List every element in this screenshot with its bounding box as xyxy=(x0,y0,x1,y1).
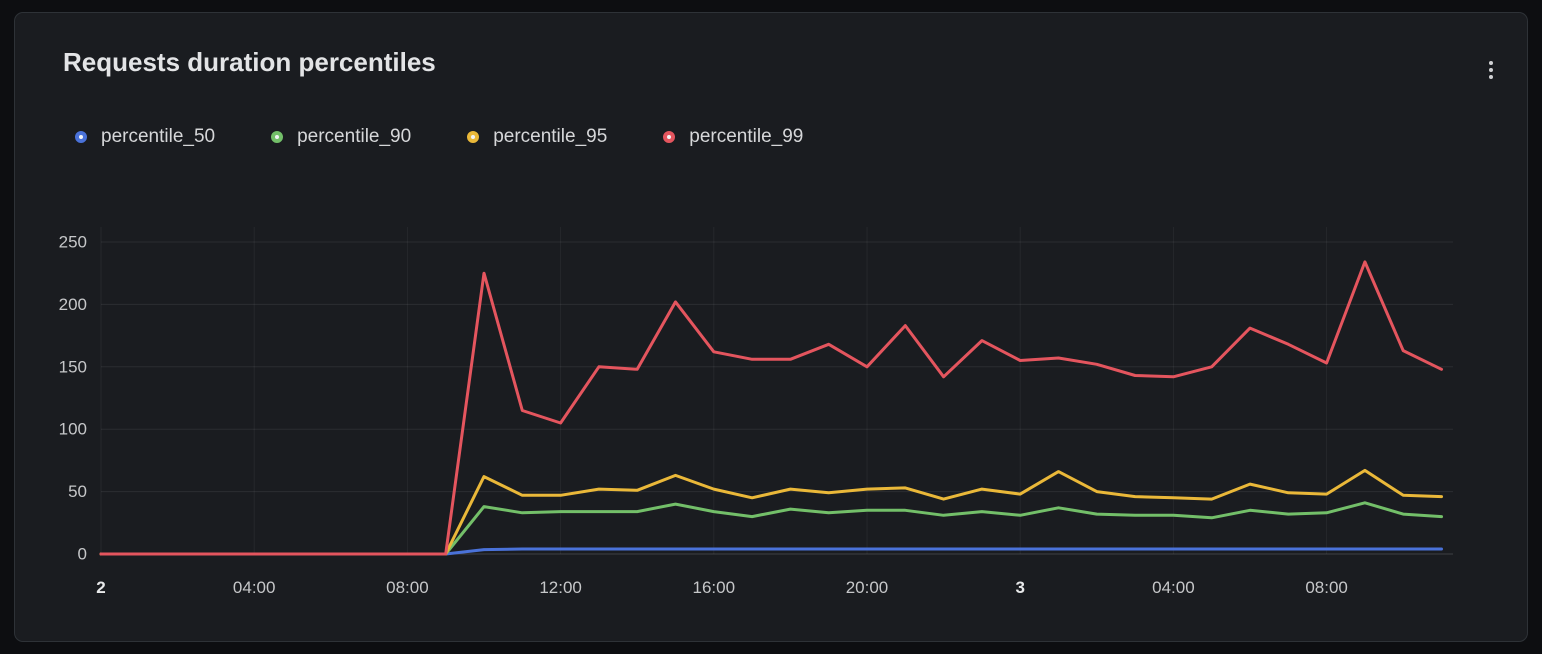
y-tick-label: 200 xyxy=(59,295,87,314)
legend-item-percentile_95[interactable]: percentile_95 xyxy=(467,126,607,148)
legend-marker-percentile_95 xyxy=(467,131,480,143)
panel-title[interactable]: Requests duration percentiles xyxy=(63,47,436,77)
panel-header: Requests duration percentiles xyxy=(15,13,1527,79)
legend-label: percentile_99 xyxy=(689,126,804,147)
x-tick-label: 08:00 xyxy=(1305,578,1348,597)
legend-label: percentile_90 xyxy=(297,126,412,147)
legend-item-percentile_50[interactable]: percentile_50 xyxy=(75,126,215,148)
legend-item-percentile_99[interactable]: percentile_99 xyxy=(663,126,803,148)
x-tick-label: 04:00 xyxy=(1152,578,1195,597)
legend-marker-percentile_50 xyxy=(75,131,87,143)
x-tick-label: 20:00 xyxy=(846,578,889,597)
kebab-menu-icon[interactable] xyxy=(1485,57,1497,83)
y-tick-label: 0 xyxy=(78,545,87,564)
x-tick-label: 04:00 xyxy=(233,578,276,597)
x-tick-label: 16:00 xyxy=(693,578,736,597)
legend-marker-percentile_90 xyxy=(271,131,284,143)
chart-panel: Requests duration percentiles percentile… xyxy=(14,12,1528,642)
x-tick-label: 3 xyxy=(1015,578,1024,597)
kebab-dot xyxy=(1489,75,1493,79)
legend-label: percentile_50 xyxy=(101,126,216,147)
legend-marker-percentile_99 xyxy=(663,131,676,143)
x-tick-label: 2 xyxy=(96,578,105,597)
legend-label: percentile_95 xyxy=(493,126,608,147)
x-tick-label: 08:00 xyxy=(386,578,429,597)
chart-plot-area[interactable]: 0 50 100 150 200 250 2 04:00 08:00 12:00 16:00 20:0… xyxy=(29,169,1513,609)
y-tick-label: 100 xyxy=(59,420,87,439)
series-line-percentile_99 xyxy=(99,260,1443,556)
y-tick-label: 50 xyxy=(68,482,87,501)
kebab-dot xyxy=(1489,68,1493,72)
kebab-dot xyxy=(1489,61,1493,65)
legend: percentile_50 percentile_90 percentile_95 p… xyxy=(75,125,1527,149)
x-tick-label: 12:00 xyxy=(539,578,582,597)
legend-item-percentile_90[interactable]: percentile_90 xyxy=(271,126,411,148)
y-tick-label: 150 xyxy=(59,357,87,376)
series-line-percentile_90 xyxy=(99,501,1443,556)
y-tick-label: 250 xyxy=(59,232,87,251)
